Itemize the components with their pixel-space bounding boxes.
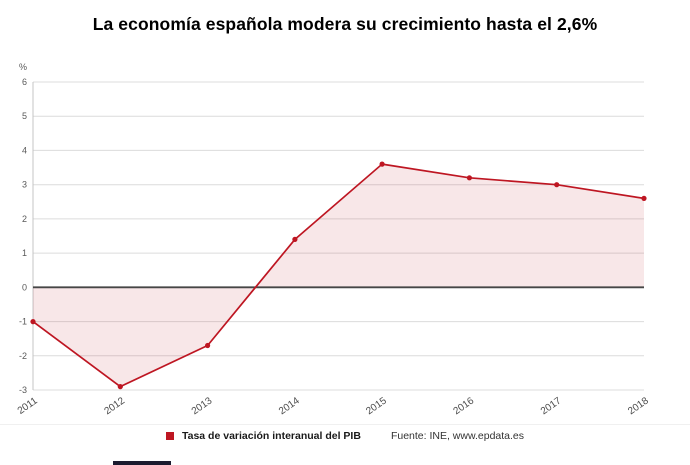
x-tick-label: 2017 — [539, 395, 564, 417]
data-point-marker — [641, 195, 647, 201]
data-point-marker — [117, 384, 123, 390]
x-tick-label: 2014 — [277, 395, 302, 417]
series-area — [33, 164, 644, 387]
bottom-bar — [113, 461, 171, 465]
y-axis-unit-label: % — [19, 62, 27, 72]
data-point-marker — [292, 236, 298, 242]
chart-title: La economía española modera su crecimien… — [92, 14, 598, 34]
data-point-marker — [30, 319, 36, 325]
x-tick-label: 2016 — [452, 395, 477, 417]
data-point-marker — [205, 342, 211, 349]
y-tick-label: 5 — [22, 111, 27, 121]
x-tick-label: 2012 — [102, 395, 127, 417]
x-tick-label: 2011 — [16, 395, 40, 417]
chart-footer: Tasa de variación interanual del PIB Fue… — [0, 430, 690, 442]
y-tick-label: -3 — [19, 385, 27, 395]
x-tick-label: 2013 — [190, 395, 215, 417]
data-point-marker — [466, 175, 472, 181]
legend-marker-square — [165, 432, 174, 440]
y-tick-label: -1 — [19, 317, 27, 327]
footer-separator — [0, 424, 690, 425]
y-tick-label: 3 — [22, 180, 27, 190]
y-tick-label: 6 — [22, 77, 27, 87]
source-text: Fuente: INE, www.epdata.es — [390, 430, 525, 442]
x-tick-label: 2015 — [364, 395, 389, 417]
data-point-marker — [379, 161, 385, 167]
y-tick-label: 4 — [22, 145, 27, 155]
y-tick-label: 2 — [22, 214, 27, 224]
y-tick-label: -2 — [19, 351, 27, 361]
legend-label: Tasa de variación interanual del PIB — [181, 430, 361, 442]
x-tick-label: 2018 — [626, 395, 651, 417]
series-line — [32, 163, 645, 388]
data-point-marker — [554, 182, 560, 188]
y-tick-label: 1 — [22, 248, 27, 258]
y-tick-label: 0 — [22, 282, 27, 292]
